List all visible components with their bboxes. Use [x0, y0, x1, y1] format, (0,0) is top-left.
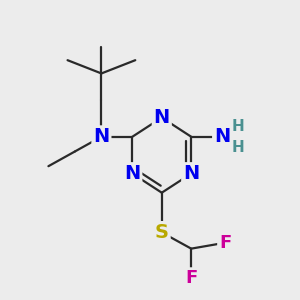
Text: F: F — [219, 234, 231, 252]
Text: N: N — [154, 108, 170, 127]
Text: N: N — [124, 164, 140, 183]
Text: H: H — [232, 119, 245, 134]
Text: N: N — [124, 164, 140, 183]
Text: N: N — [183, 164, 199, 183]
Text: N: N — [183, 164, 199, 183]
Text: N: N — [93, 127, 110, 146]
Text: F: F — [185, 269, 197, 287]
Text: N: N — [214, 127, 230, 146]
Text: S: S — [155, 223, 169, 242]
Text: F: F — [185, 269, 197, 287]
Text: S: S — [155, 223, 169, 242]
Text: F: F — [219, 234, 231, 252]
Text: H: H — [232, 140, 245, 154]
Text: N: N — [154, 108, 170, 127]
Text: H: H — [232, 119, 245, 134]
Text: N: N — [93, 127, 110, 146]
Text: N: N — [214, 127, 230, 146]
Text: H: H — [232, 140, 245, 154]
